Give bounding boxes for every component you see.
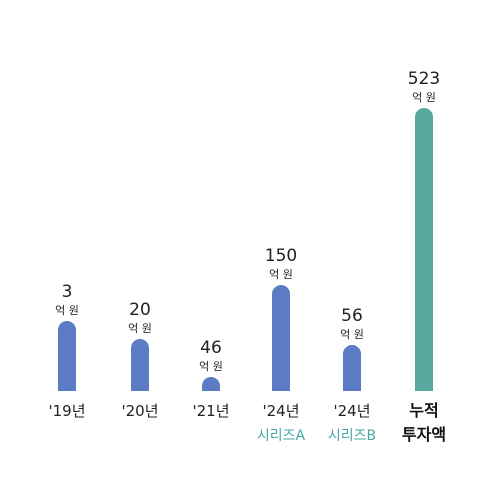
bar-2 xyxy=(202,377,220,391)
unit-label-2: 억 원 xyxy=(199,360,223,373)
value-label-5: 523 xyxy=(408,69,440,89)
bar-4 xyxy=(343,345,361,391)
bars-group xyxy=(58,108,433,391)
unit-label-0: 억 원 xyxy=(55,304,79,317)
category-sub-label-5: 투자액 xyxy=(402,425,446,444)
category-label-2: '21년 xyxy=(192,402,229,420)
value-label-0: 3 xyxy=(62,282,73,302)
category-sub-label-3: 시리즈A xyxy=(257,428,306,444)
category-label-5: 누적 xyxy=(409,401,438,420)
labels-group: 3 억 원 '19년 20 억 원 '20년 46 억 원 '21년 150 억 원 '24년시리즈A… xyxy=(48,69,446,444)
value-label-3: 150 xyxy=(265,246,297,266)
unit-label-1: 억 원 xyxy=(128,322,152,335)
category-label-3: '24년 xyxy=(262,402,299,420)
category-label-1: '20년 xyxy=(121,402,158,420)
category-label-0: '19년 xyxy=(48,402,85,420)
unit-label-5: 억 원 xyxy=(412,91,436,104)
unit-label-3: 억 원 xyxy=(269,268,293,281)
category-sub-label-4: 시리즈B xyxy=(328,428,376,444)
category-label-4: '24년 xyxy=(333,402,370,420)
bar-3 xyxy=(272,285,290,391)
bar-1 xyxy=(131,339,149,391)
unit-label-4: 억 원 xyxy=(340,328,364,341)
value-label-1: 20 xyxy=(129,300,151,320)
bar-5 xyxy=(415,108,433,391)
bar-0 xyxy=(58,321,76,391)
value-label-2: 46 xyxy=(200,338,222,358)
value-label-4: 56 xyxy=(341,306,363,326)
